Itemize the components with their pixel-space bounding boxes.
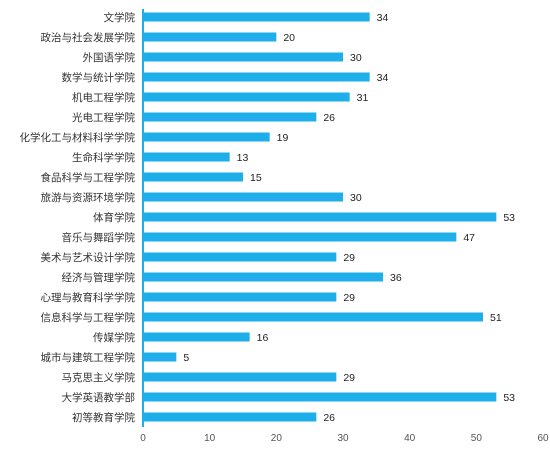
bar bbox=[143, 332, 250, 342]
bar bbox=[143, 112, 317, 122]
value-label: 47 bbox=[463, 232, 475, 244]
x-tick-label: 10 bbox=[204, 433, 216, 444]
category-label: 生命科学学院 bbox=[72, 151, 135, 164]
category-label: 马克思主义学院 bbox=[62, 371, 136, 384]
bar bbox=[143, 192, 343, 202]
bar bbox=[143, 172, 243, 182]
bar bbox=[143, 232, 457, 242]
value-label: 5 bbox=[183, 352, 189, 364]
x-tick-label: 30 bbox=[337, 433, 349, 444]
bar bbox=[143, 352, 177, 362]
bar bbox=[143, 392, 497, 402]
category-label: 化学化工与材料科学学院 bbox=[20, 131, 136, 144]
value-label: 20 bbox=[283, 32, 295, 44]
category-label: 心理与教育科学学院 bbox=[41, 291, 136, 304]
bar bbox=[143, 412, 317, 422]
value-label: 53 bbox=[503, 212, 515, 224]
value-label: 26 bbox=[323, 412, 335, 424]
bar bbox=[143, 272, 383, 282]
bar bbox=[143, 312, 483, 322]
x-tick-label: 20 bbox=[271, 433, 283, 444]
bar bbox=[143, 212, 497, 222]
value-label: 31 bbox=[357, 92, 369, 104]
bar bbox=[143, 292, 337, 302]
bar bbox=[143, 152, 230, 162]
value-label: 26 bbox=[323, 112, 335, 124]
category-label: 旅游与资源环境学院 bbox=[41, 191, 136, 204]
bar bbox=[143, 92, 350, 102]
bar bbox=[143, 132, 270, 142]
bar bbox=[143, 372, 337, 382]
category-label: 城市与建筑工程学院 bbox=[41, 351, 136, 364]
value-label: 29 bbox=[343, 252, 355, 264]
category-label: 传媒学院 bbox=[93, 331, 135, 344]
category-label: 机电工程学院 bbox=[72, 91, 135, 104]
value-label: 34 bbox=[377, 12, 389, 24]
category-label: 食品科学与工程学院 bbox=[41, 171, 136, 184]
value-label: 36 bbox=[390, 272, 402, 284]
bar bbox=[143, 12, 370, 22]
value-label: 13 bbox=[237, 152, 249, 164]
category-label: 文学院 bbox=[104, 11, 136, 24]
category-label: 外国语学院 bbox=[83, 51, 136, 64]
bars-layer bbox=[143, 12, 497, 422]
x-axis-ticks: 0 10 20 30 40 50 60 bbox=[140, 433, 549, 444]
value-label: 29 bbox=[343, 292, 355, 304]
value-label: 15 bbox=[250, 172, 262, 184]
value-label: 51 bbox=[490, 312, 502, 324]
x-tick-label: 0 bbox=[140, 433, 146, 444]
value-label: 34 bbox=[377, 72, 389, 84]
category-label: 体育学院 bbox=[93, 211, 135, 224]
category-label: 光电工程学院 bbox=[72, 111, 135, 124]
category-label: 数学与统计学院 bbox=[62, 71, 136, 84]
bar bbox=[143, 52, 343, 62]
category-label: 音乐与舞蹈学院 bbox=[62, 231, 136, 244]
value-label: 30 bbox=[350, 52, 362, 64]
x-tick-label: 50 bbox=[471, 433, 483, 444]
x-tick-label: 60 bbox=[537, 433, 549, 444]
bar bbox=[143, 72, 370, 82]
value-label: 30 bbox=[350, 192, 362, 204]
value-label: 29 bbox=[343, 372, 355, 384]
value-label: 16 bbox=[257, 332, 269, 344]
value-label: 53 bbox=[503, 392, 515, 404]
category-label: 大学英语教学部 bbox=[62, 391, 136, 404]
category-label: 经济与管理学院 bbox=[62, 271, 136, 284]
bar bbox=[143, 252, 337, 262]
value-label: 19 bbox=[277, 132, 289, 144]
category-label: 初等教育学院 bbox=[72, 411, 135, 424]
category-label: 信息科学与工程学院 bbox=[41, 311, 136, 324]
x-tick-label: 40 bbox=[404, 433, 416, 444]
category-labels: 文学院政治与社会发展学院外国语学院数学与统计学院机电工程学院光电工程学院化学化工… bbox=[20, 11, 136, 424]
category-label: 政治与社会发展学院 bbox=[41, 31, 136, 44]
bar bbox=[143, 32, 277, 42]
category-label: 美术与艺术设计学院 bbox=[41, 251, 136, 264]
